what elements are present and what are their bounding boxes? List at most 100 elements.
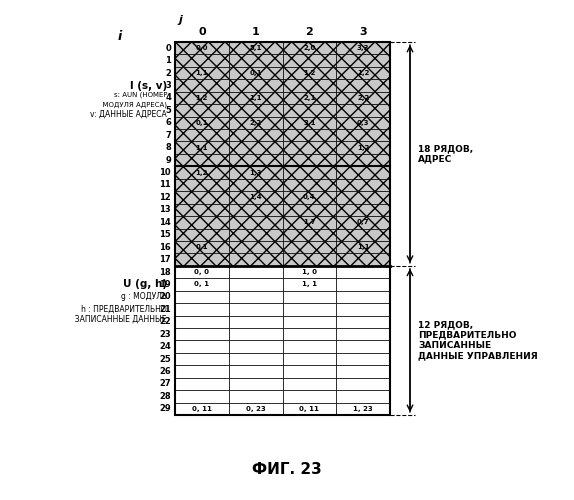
Text: 1,2: 1,2 <box>303 70 316 76</box>
Bar <box>175 241 229 254</box>
Bar <box>282 54 336 67</box>
Bar <box>175 104 229 117</box>
Text: 0,1: 0,1 <box>249 70 262 76</box>
Text: 1,1: 1,1 <box>357 244 370 250</box>
Bar <box>282 191 336 203</box>
Bar <box>336 378 390 390</box>
Text: 0,1: 0,1 <box>196 244 208 250</box>
Text: 9: 9 <box>165 156 171 164</box>
Text: ФИГ. 23: ФИГ. 23 <box>252 462 322 477</box>
Bar <box>336 129 390 141</box>
Bar <box>175 42 390 415</box>
Bar <box>175 316 229 328</box>
Bar <box>282 216 336 228</box>
Text: 15: 15 <box>159 230 171 239</box>
Bar <box>282 390 336 402</box>
Bar <box>336 316 390 328</box>
Bar <box>336 142 390 154</box>
Text: 0, 11: 0, 11 <box>192 406 212 412</box>
Text: i: i <box>118 30 122 44</box>
Bar <box>229 254 282 266</box>
Bar <box>336 328 390 340</box>
Text: 0,1: 0,1 <box>196 120 208 126</box>
Bar <box>175 328 229 340</box>
Bar <box>229 179 282 191</box>
Text: 8: 8 <box>165 143 171 152</box>
Bar <box>282 116 336 129</box>
Bar <box>282 142 336 154</box>
Bar <box>175 54 229 67</box>
Bar <box>175 390 229 402</box>
Text: 10: 10 <box>160 168 171 177</box>
Text: 14: 14 <box>159 218 171 227</box>
Bar <box>229 42 282 54</box>
Bar <box>175 179 229 191</box>
Bar <box>175 228 229 241</box>
Text: 0, 11: 0, 11 <box>300 406 319 412</box>
Text: h : ПРЕДВАРИТЕЛЬНО: h : ПРЕДВАРИТЕЛЬНО <box>82 305 167 314</box>
Text: j: j <box>178 15 182 25</box>
Bar <box>229 353 282 366</box>
Text: 1: 1 <box>252 27 259 37</box>
Text: 0,7: 0,7 <box>357 220 370 226</box>
Text: 21: 21 <box>159 305 171 314</box>
Bar <box>282 92 336 104</box>
Bar <box>336 216 390 228</box>
Bar <box>229 204 282 216</box>
Bar <box>229 154 282 166</box>
Bar <box>336 366 390 378</box>
Bar <box>229 54 282 67</box>
Bar <box>175 290 229 303</box>
Text: 13: 13 <box>160 206 171 214</box>
Text: 0, 0: 0, 0 <box>195 269 210 275</box>
Bar <box>282 80 336 92</box>
Bar <box>175 92 229 104</box>
Bar <box>282 154 336 166</box>
Bar <box>229 402 282 415</box>
Bar <box>282 316 336 328</box>
Bar <box>175 340 229 353</box>
Text: 19: 19 <box>160 280 171 289</box>
Bar <box>336 179 390 191</box>
Bar <box>282 290 336 303</box>
Text: g : МОДУЛЬ: g : МОДУЛЬ <box>121 292 167 302</box>
Bar <box>229 142 282 154</box>
Bar <box>175 191 229 203</box>
Text: v: ДАННЫЕ АДРЕСА: v: ДАННЫЕ АДРЕСА <box>90 110 167 118</box>
Text: 2: 2 <box>165 68 171 78</box>
Text: 17: 17 <box>160 255 171 264</box>
Bar <box>175 204 229 216</box>
Bar <box>229 80 282 92</box>
Bar <box>175 266 229 278</box>
Text: ЗАПИСАННЫЕ ДАННЫЕ: ЗАПИСАННЫЕ ДАННЫЕ <box>71 315 167 324</box>
Bar <box>336 228 390 241</box>
Text: 24: 24 <box>159 342 171 351</box>
Text: 2,2: 2,2 <box>250 120 262 126</box>
Text: 2,2: 2,2 <box>357 95 369 101</box>
Bar <box>282 241 336 254</box>
Bar <box>336 166 390 179</box>
Bar <box>282 378 336 390</box>
Bar <box>282 204 336 216</box>
Bar <box>229 303 282 316</box>
Bar <box>282 340 336 353</box>
Bar <box>175 116 229 129</box>
Text: 0, 23: 0, 23 <box>246 406 266 412</box>
Bar <box>229 92 282 104</box>
Bar <box>282 402 336 415</box>
Bar <box>336 278 390 290</box>
Bar <box>229 116 282 129</box>
Bar <box>229 67 282 80</box>
Text: 1, 1: 1, 1 <box>302 282 317 288</box>
Text: 23: 23 <box>160 330 171 338</box>
Text: 2,1: 2,1 <box>303 95 316 101</box>
Bar <box>175 353 229 366</box>
Text: 6: 6 <box>165 118 171 128</box>
Bar <box>229 166 282 179</box>
Text: 26: 26 <box>159 367 171 376</box>
Bar <box>175 166 229 179</box>
Bar <box>229 378 282 390</box>
Bar <box>229 316 282 328</box>
Bar <box>229 104 282 117</box>
Bar <box>336 191 390 203</box>
